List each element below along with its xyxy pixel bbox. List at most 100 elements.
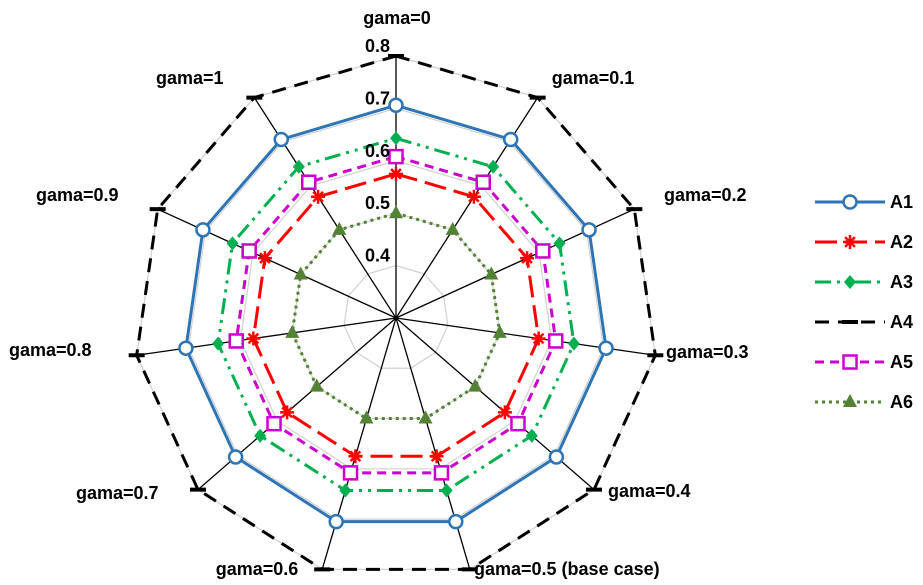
legend-item-A6: A6 <box>815 392 913 412</box>
radar-series <box>128 54 664 572</box>
data-point <box>487 159 500 174</box>
data-point <box>178 340 194 356</box>
legend-item-A4: A4 <box>815 312 913 332</box>
data-point <box>293 266 308 280</box>
axis-label: gama=0.2 <box>664 185 747 205</box>
data-point <box>567 336 580 351</box>
data-point <box>448 513 464 530</box>
legend-label: A2 <box>890 232 913 252</box>
legend-item-A5: A5 <box>815 352 913 372</box>
legend-label: A6 <box>890 392 913 412</box>
tick-label: 0.6 <box>365 141 390 161</box>
data-point <box>342 465 359 481</box>
axis-label: gama=0.3 <box>666 342 749 362</box>
data-point <box>842 354 858 370</box>
series-A3 <box>212 131 580 498</box>
series-A6 <box>285 205 507 424</box>
data-point <box>285 324 300 338</box>
grid-ring <box>343 264 449 369</box>
data-point <box>273 131 290 148</box>
data-point <box>292 159 305 174</box>
axis-label: gama=1 <box>156 68 224 88</box>
data-point <box>502 131 519 148</box>
data-point <box>227 449 244 465</box>
data-point <box>548 449 565 465</box>
data-point <box>195 222 211 238</box>
data-point <box>328 513 344 530</box>
data-point <box>466 189 481 204</box>
data-point <box>300 174 317 190</box>
radar-tick-labels: 0.4 0.5 0.6 0.7 0.8 <box>365 36 390 266</box>
data-point <box>440 483 453 498</box>
data-point <box>389 166 403 181</box>
legend-label: A3 <box>890 272 913 292</box>
data-point <box>844 275 856 289</box>
data-point <box>254 428 267 443</box>
radar-axis-labels: gama=0 gama=0.1 gama=0.2 gama=0.3 gama=0.4 ga… <box>9 8 749 579</box>
series-A1 <box>178 97 614 530</box>
data-point <box>581 222 597 238</box>
axis-label: gama=0.9 <box>36 185 119 205</box>
series-A5 <box>228 148 564 481</box>
legend-label: A1 <box>890 192 913 212</box>
data-point <box>445 221 460 235</box>
data-point <box>309 378 324 392</box>
axis-label: gama=0.8 <box>9 340 92 360</box>
data-point <box>598 340 614 356</box>
data-point <box>429 449 444 464</box>
data-point <box>311 189 326 204</box>
data-point <box>257 251 272 266</box>
axis-label: gama=0.5 (base case) <box>474 559 660 579</box>
tick-label: 0.4 <box>365 246 390 266</box>
data-point <box>241 243 257 259</box>
data-point <box>418 410 433 424</box>
axis-spoke <box>136 317 397 356</box>
data-point <box>520 251 535 266</box>
data-point <box>339 483 352 498</box>
data-point <box>228 333 245 349</box>
data-point <box>525 428 538 443</box>
data-point <box>553 236 566 251</box>
data-point <box>468 378 483 392</box>
legend: A1 A2 A3 A4 A5 A6 <box>815 192 913 412</box>
grid-ring <box>187 107 605 520</box>
axis-label: gama=0.1 <box>552 68 635 88</box>
tick-label: 0.7 <box>365 88 390 108</box>
data-point <box>843 394 857 407</box>
data-point <box>842 194 858 210</box>
data-point <box>843 235 857 249</box>
series-line <box>234 155 558 475</box>
data-point <box>484 266 499 280</box>
data-point <box>531 331 546 346</box>
data-point <box>535 243 551 259</box>
tick-label: 0.5 <box>365 193 390 213</box>
data-point <box>212 336 225 351</box>
data-point <box>348 449 363 464</box>
grid-ring <box>239 160 553 470</box>
legend-item-A1: A1 <box>815 192 913 212</box>
data-point <box>475 174 492 190</box>
data-point <box>246 331 261 346</box>
data-point <box>547 333 564 349</box>
data-point <box>332 221 347 235</box>
data-point <box>492 324 507 338</box>
legend-item-A2: A2 <box>815 232 913 252</box>
axis-spoke <box>395 97 539 319</box>
data-point <box>280 405 295 420</box>
axis-label: gama=0.7 <box>76 483 159 503</box>
axis-label: gama=0 <box>363 8 431 28</box>
data-point <box>497 405 512 420</box>
data-point <box>388 148 404 165</box>
axis-label: gama=0.4 <box>608 481 691 501</box>
data-point <box>359 410 374 424</box>
legend-item-A3: A3 <box>815 272 913 292</box>
data-point <box>266 415 282 432</box>
series-line <box>290 211 502 421</box>
data-point <box>388 97 404 114</box>
series-A4 <box>128 54 664 572</box>
series-line <box>184 103 608 524</box>
data-point <box>390 131 402 146</box>
series-line <box>135 54 657 571</box>
legend-label: A5 <box>890 352 913 372</box>
